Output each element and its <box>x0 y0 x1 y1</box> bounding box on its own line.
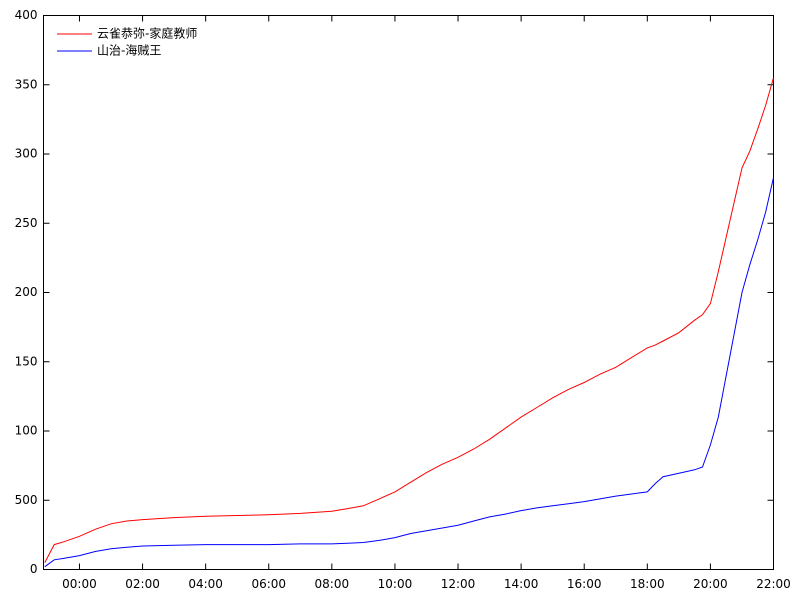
x-tick-label: 20:00 <box>693 577 728 591</box>
x-tick-label: 16:00 <box>567 577 602 591</box>
x-tick-label: 06:00 <box>251 577 286 591</box>
plot-frame <box>43 15 774 570</box>
x-tick-label: 10:00 <box>378 577 413 591</box>
y-tick-label: 0 <box>30 562 38 576</box>
x-tick-label: 18:00 <box>630 577 665 591</box>
y-tick-label: 150 <box>15 354 38 368</box>
x-tick-label: 00:00 <box>62 577 97 591</box>
y-tick-label: 200 <box>15 285 38 299</box>
y-tick-label: 100 <box>15 424 38 438</box>
series-line <box>44 77 774 563</box>
legend-label: 云雀恭弥-家庭教师 <box>97 26 197 41</box>
y-tick-label: 250 <box>15 216 38 230</box>
x-tick-label: 02:00 <box>125 577 160 591</box>
x-tick-label: 04:00 <box>188 577 223 591</box>
x-tick-label: 08:00 <box>315 577 350 591</box>
y-tick-label: 400 <box>15 8 38 22</box>
y-tick-label: 350 <box>15 77 38 91</box>
x-tick-label: 12:00 <box>441 577 476 591</box>
y-tick-label: 300 <box>15 147 38 161</box>
legend-label: 山治-海贼王 <box>97 43 161 58</box>
x-tick-label: 14:00 <box>504 577 539 591</box>
x-tick-label: 22:00 <box>756 577 791 591</box>
series-line <box>44 177 774 568</box>
y-tick-label: 500 <box>15 493 38 507</box>
